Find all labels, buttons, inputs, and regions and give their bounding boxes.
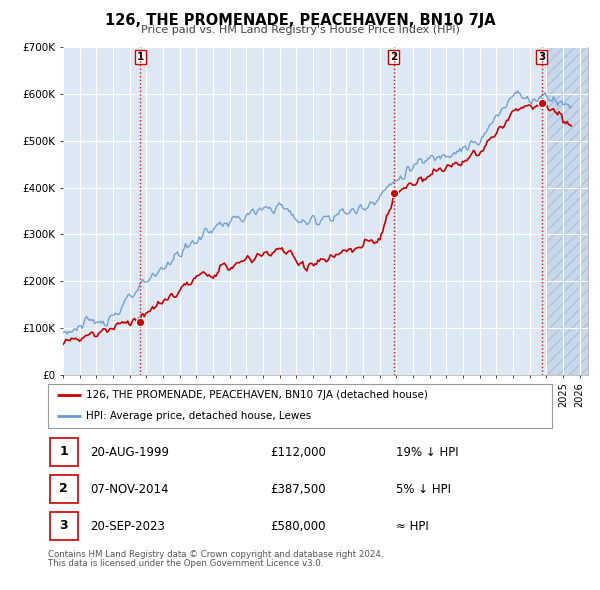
Text: This data is licensed under the Open Government Licence v3.0.: This data is licensed under the Open Gov… bbox=[48, 559, 323, 568]
Text: Price paid vs. HM Land Registry's House Price Index (HPI): Price paid vs. HM Land Registry's House … bbox=[140, 25, 460, 35]
Text: 1: 1 bbox=[137, 52, 144, 62]
Text: Contains HM Land Registry data © Crown copyright and database right 2024.: Contains HM Land Registry data © Crown c… bbox=[48, 550, 383, 559]
Text: 20-AUG-1999: 20-AUG-1999 bbox=[90, 445, 169, 459]
Text: 19% ↓ HPI: 19% ↓ HPI bbox=[396, 445, 458, 459]
Text: £112,000: £112,000 bbox=[270, 445, 326, 459]
Bar bbox=[547, 47, 588, 375]
Text: HPI: Average price, detached house, Lewes: HPI: Average price, detached house, Lewe… bbox=[86, 411, 311, 421]
FancyBboxPatch shape bbox=[48, 384, 552, 428]
Text: 3: 3 bbox=[538, 52, 545, 62]
Text: 2: 2 bbox=[390, 52, 397, 62]
FancyBboxPatch shape bbox=[50, 438, 77, 466]
Text: 5% ↓ HPI: 5% ↓ HPI bbox=[396, 483, 451, 496]
FancyBboxPatch shape bbox=[50, 512, 77, 540]
Text: 3: 3 bbox=[59, 519, 68, 533]
Text: 126, THE PROMENADE, PEACEHAVEN, BN10 7JA: 126, THE PROMENADE, PEACEHAVEN, BN10 7JA bbox=[104, 13, 496, 28]
FancyBboxPatch shape bbox=[50, 475, 77, 503]
Text: 126, THE PROMENADE, PEACEHAVEN, BN10 7JA (detached house): 126, THE PROMENADE, PEACEHAVEN, BN10 7JA… bbox=[86, 390, 428, 400]
Text: ≈ HPI: ≈ HPI bbox=[396, 520, 429, 533]
Text: £387,500: £387,500 bbox=[270, 483, 326, 496]
Text: 07-NOV-2014: 07-NOV-2014 bbox=[90, 483, 169, 496]
Text: 20-SEP-2023: 20-SEP-2023 bbox=[90, 520, 165, 533]
Text: 2: 2 bbox=[59, 482, 68, 496]
Text: £580,000: £580,000 bbox=[270, 520, 325, 533]
Text: 1: 1 bbox=[59, 445, 68, 458]
